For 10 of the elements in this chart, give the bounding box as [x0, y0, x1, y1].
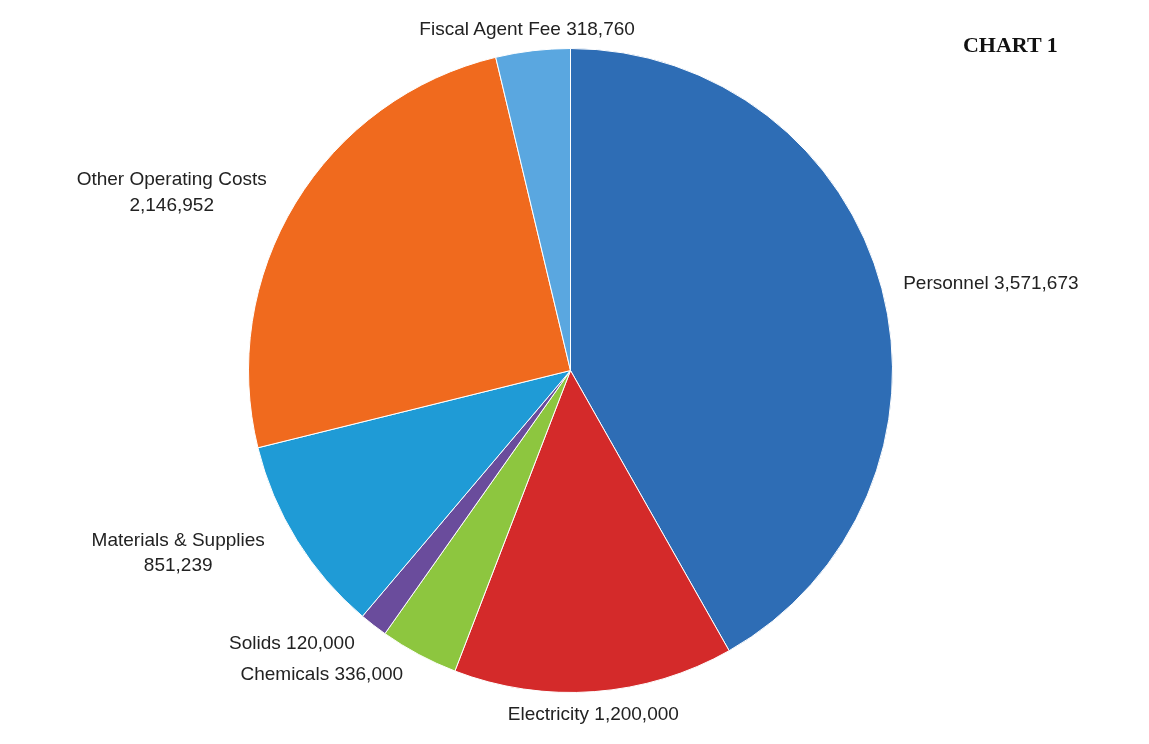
- text: CHART 1: [962, 32, 1058, 57]
- data-label: 851,239: [143, 553, 213, 575]
- slice-label: Materials & Supplies: [91, 528, 265, 550]
- slice-label: Fiscal Agent Fee 318,760: [419, 18, 635, 40]
- data-label: 2,146,952: [129, 193, 214, 215]
- slice-label: Personnel 3,571,673: [903, 272, 1079, 294]
- slice-label: Chemicals 336,000: [240, 663, 404, 685]
- slice-label: Other Operating Costs: [76, 168, 267, 190]
- slice-label: Solids 120,000: [229, 632, 355, 654]
- slice-label: Electricity 1,200,000: [507, 703, 679, 725]
